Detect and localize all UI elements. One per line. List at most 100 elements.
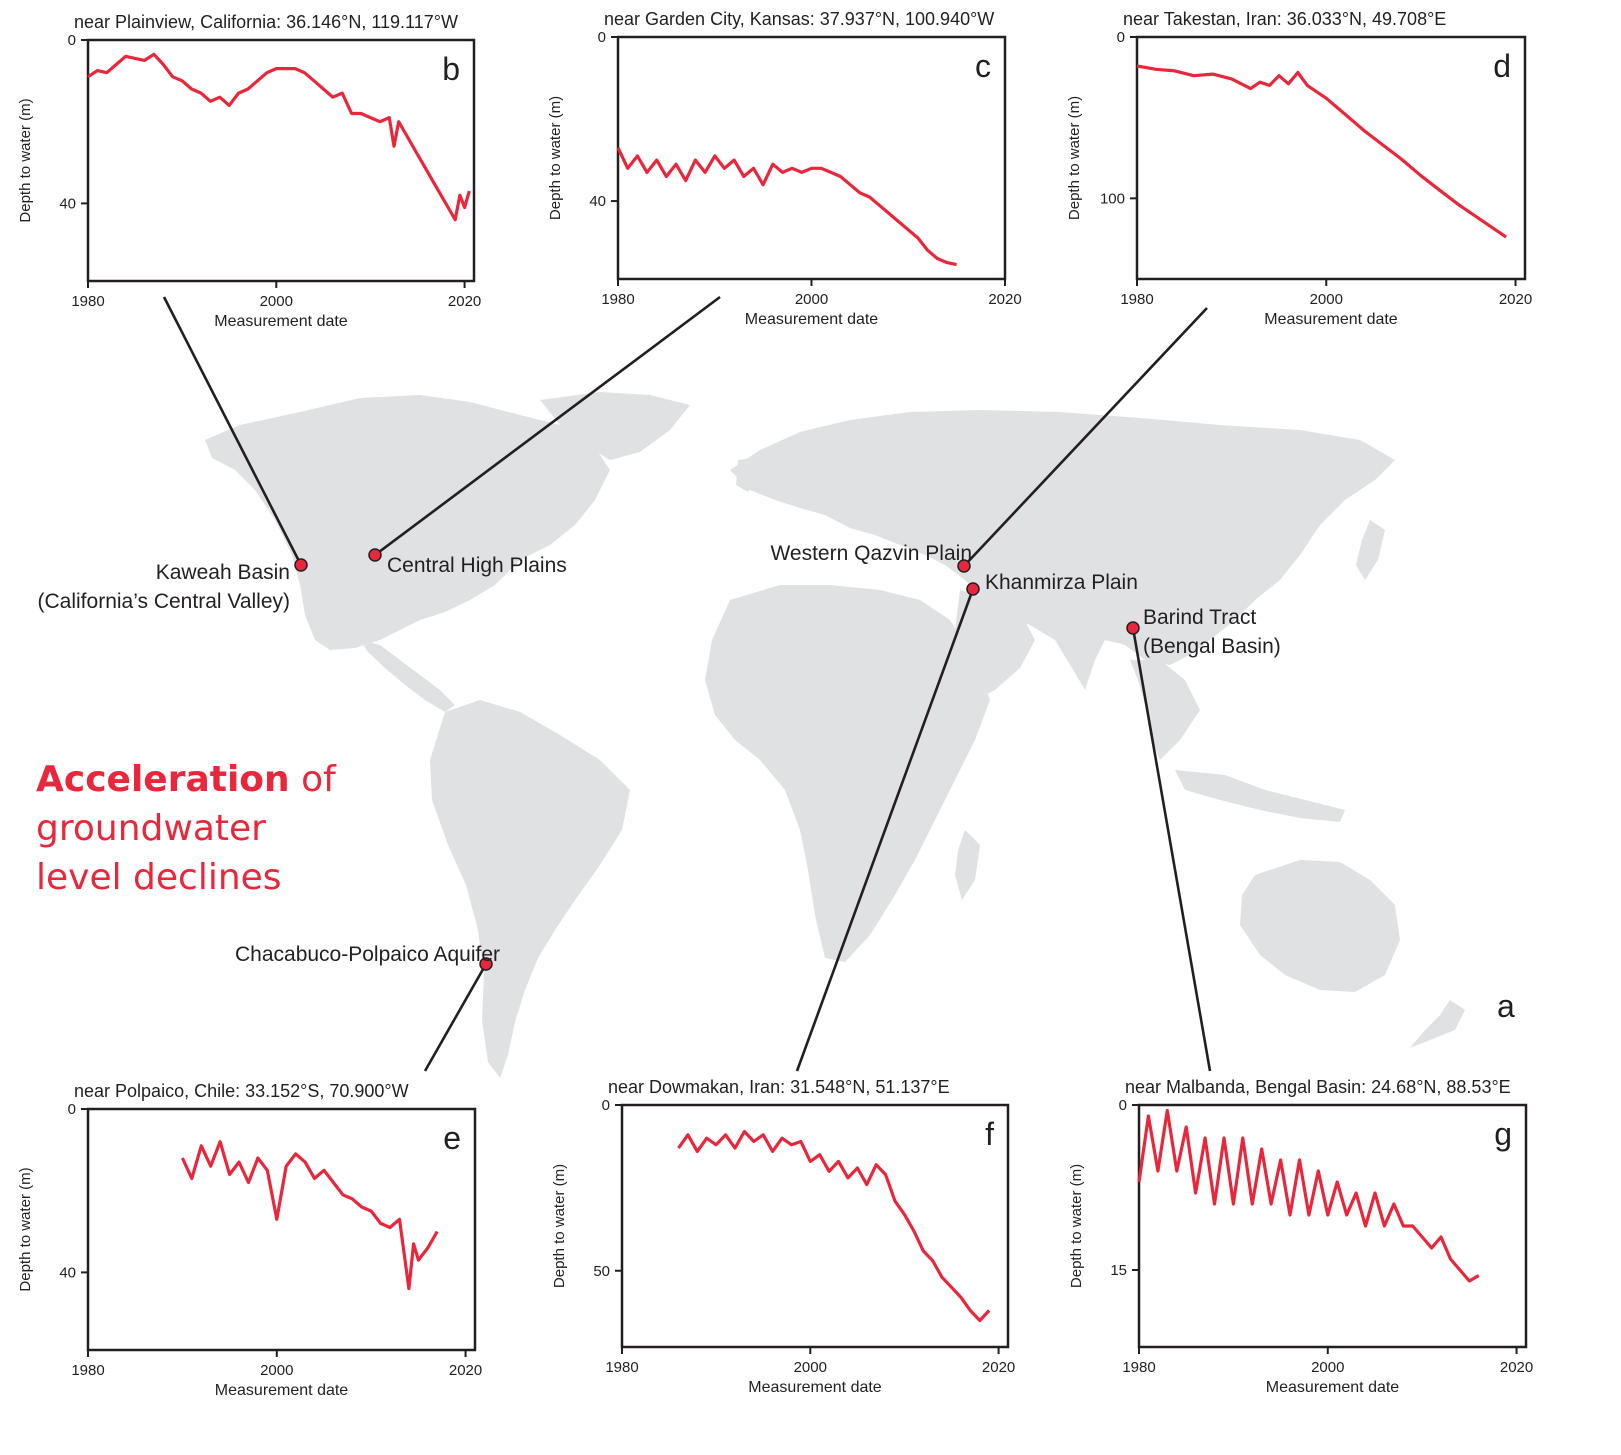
plot-frame bbox=[620, 1103, 1010, 1349]
x-tick-label: 2000 bbox=[1310, 291, 1343, 308]
x-tick-label: 2020 bbox=[982, 1359, 1015, 1376]
connector-khanmirza bbox=[795, 588, 975, 1072]
headline-line3: level declines bbox=[36, 857, 282, 898]
site-label: Khanmirza Plain bbox=[985, 571, 1138, 594]
data-series-line bbox=[677, 1129, 991, 1323]
panel-letter: f bbox=[985, 1116, 994, 1152]
site-marker bbox=[957, 559, 971, 573]
y-axis-label: Depth to water (m) bbox=[547, 96, 564, 220]
site-label: Barind Tract bbox=[1143, 606, 1256, 629]
y-axis-label: Depth to water (m) bbox=[1066, 96, 1083, 220]
y-tick-label: 50 bbox=[593, 1263, 610, 1280]
data-series-line bbox=[87, 52, 471, 222]
chart-panel-f: near Dowmakan, Iran: 31.548°N, 51.137°E f… bbox=[551, 1077, 1015, 1396]
chart-title: near Polpaico, Chile: 33.152°S, 70.900°W bbox=[74, 1081, 409, 1101]
x-tick-label: 2000 bbox=[260, 1362, 293, 1379]
site-marker bbox=[1126, 621, 1140, 635]
y-tick-label: 40 bbox=[59, 195, 76, 212]
x-tick-label: 1980 bbox=[1120, 291, 1153, 308]
chart-panel-d: near Takestan, Iran: 36.033°N, 49.708°E d… bbox=[1066, 9, 1532, 328]
x-axis-label: Measurement date bbox=[1264, 311, 1398, 328]
landmass-madagascar bbox=[955, 830, 980, 900]
headline: Acceleration of groundwater level declin… bbox=[36, 755, 336, 902]
panel-letter: e bbox=[443, 1120, 461, 1156]
chart-panel-g: near Malbanda, Bengal Basin: 24.68°N, 88… bbox=[1068, 1077, 1533, 1396]
chart-title: near Plainview, California: 36.146°N, 11… bbox=[74, 12, 458, 32]
landmass-japan bbox=[1356, 520, 1385, 580]
y-tick-label: 0 bbox=[1117, 29, 1125, 46]
landmass-new-zealand bbox=[1410, 1000, 1465, 1048]
site-label: Western Qazvin Plain bbox=[770, 542, 972, 565]
charts-layer: near Plainview, California: 36.146°N, 11… bbox=[17, 9, 1533, 1399]
landmass-north-america bbox=[205, 395, 610, 650]
x-axis-label: Measurement date bbox=[748, 1379, 882, 1396]
plot-frame bbox=[86, 38, 476, 283]
y-tick-label: 40 bbox=[589, 193, 606, 210]
panel-letter: b bbox=[442, 51, 460, 87]
y-tick-label: 15 bbox=[1110, 1262, 1127, 1279]
chart-title: near Garden City, Kansas: 37.937°N, 100.… bbox=[604, 9, 994, 29]
site-label: (California’s Central Valley) bbox=[38, 590, 290, 613]
headline-line2: groundwater bbox=[36, 808, 266, 849]
site-label: (Bengal Basin) bbox=[1143, 635, 1281, 658]
site-label: Central High Plains bbox=[387, 554, 567, 577]
data-series-line bbox=[180, 1140, 439, 1291]
site-central-high-plains: Central High Plains bbox=[368, 548, 567, 577]
panel-letter: g bbox=[1494, 1116, 1512, 1152]
x-tick-label: 2020 bbox=[988, 291, 1021, 308]
y-tick-label: 0 bbox=[602, 1097, 610, 1114]
chart-panel-c: near Garden City, Kansas: 37.937°N, 100.… bbox=[547, 9, 1022, 328]
y-tick-label: 0 bbox=[68, 1101, 76, 1118]
landmass-eurasia bbox=[730, 410, 1395, 690]
y-tick-label: 100 bbox=[1100, 190, 1125, 207]
site-marker bbox=[368, 548, 382, 562]
site-marker bbox=[479, 957, 493, 971]
site-khanmirza: Khanmirza Plain bbox=[966, 571, 1138, 596]
headline-bold: Acceleration bbox=[36, 759, 290, 800]
y-axis-label: Depth to water (m) bbox=[1068, 1164, 1085, 1288]
x-tick-label: 2020 bbox=[1499, 291, 1532, 308]
landmass-indonesia bbox=[1175, 770, 1345, 822]
panel-letter: c bbox=[975, 48, 991, 84]
x-tick-label: 2000 bbox=[794, 1359, 827, 1376]
site-kaweah: Kaweah Basin (California’s Central Valley… bbox=[38, 558, 308, 613]
y-axis-label: Depth to water (m) bbox=[17, 98, 34, 222]
x-axis-label: Measurement date bbox=[214, 313, 348, 330]
x-tick-label: 2000 bbox=[260, 293, 293, 310]
plot-frame bbox=[1137, 1103, 1528, 1349]
panel-letter-a: a bbox=[1497, 988, 1515, 1024]
landmass-central-america bbox=[360, 640, 455, 712]
plot-frame bbox=[1135, 35, 1527, 281]
connector-central-high-plains bbox=[374, 295, 721, 557]
chart-title: near Dowmakan, Iran: 31.548°N, 51.137°E bbox=[608, 1077, 950, 1097]
landmass-uk bbox=[736, 458, 756, 492]
chart-title: near Malbanda, Bengal Basin: 24.68°N, 88… bbox=[1125, 1077, 1511, 1097]
connector-western-qazvin bbox=[963, 307, 1208, 567]
plot-frame bbox=[616, 35, 1007, 281]
data-series-line bbox=[1136, 64, 1508, 239]
site-western-qazvin: Western Qazvin Plain bbox=[770, 542, 972, 573]
y-tick-label: 40 bbox=[59, 1264, 76, 1281]
x-tick-label: 1980 bbox=[601, 291, 634, 308]
site-marker bbox=[966, 582, 980, 596]
panel-letter: d bbox=[1493, 48, 1511, 84]
site-chacabuco: Chacabuco-Polpaico Aquifer bbox=[235, 943, 500, 971]
landmass-southeast-asia bbox=[1130, 660, 1200, 760]
y-axis-label: Depth to water (m) bbox=[17, 1167, 34, 1291]
x-tick-label: 2000 bbox=[795, 291, 828, 308]
x-axis-label: Measurement date bbox=[215, 1382, 349, 1399]
x-tick-label: 2020 bbox=[448, 293, 481, 310]
site-barind: Barind Tract (Bengal Basin) bbox=[1126, 606, 1281, 658]
x-tick-label: 1980 bbox=[71, 293, 104, 310]
landmass-south-america bbox=[430, 700, 630, 1078]
y-tick-label: 0 bbox=[598, 29, 606, 46]
x-tick-label: 2020 bbox=[1500, 1359, 1533, 1376]
chart-panel-b: near Plainview, California: 36.146°N, 11… bbox=[17, 12, 481, 330]
connector-lines bbox=[162, 295, 1212, 1072]
x-tick-label: 2000 bbox=[1311, 1359, 1344, 1376]
x-tick-label: 2020 bbox=[449, 1362, 482, 1379]
x-tick-label: 1980 bbox=[71, 1362, 104, 1379]
landmass-australia bbox=[1240, 860, 1400, 992]
x-axis-label: Measurement date bbox=[1266, 1379, 1400, 1396]
